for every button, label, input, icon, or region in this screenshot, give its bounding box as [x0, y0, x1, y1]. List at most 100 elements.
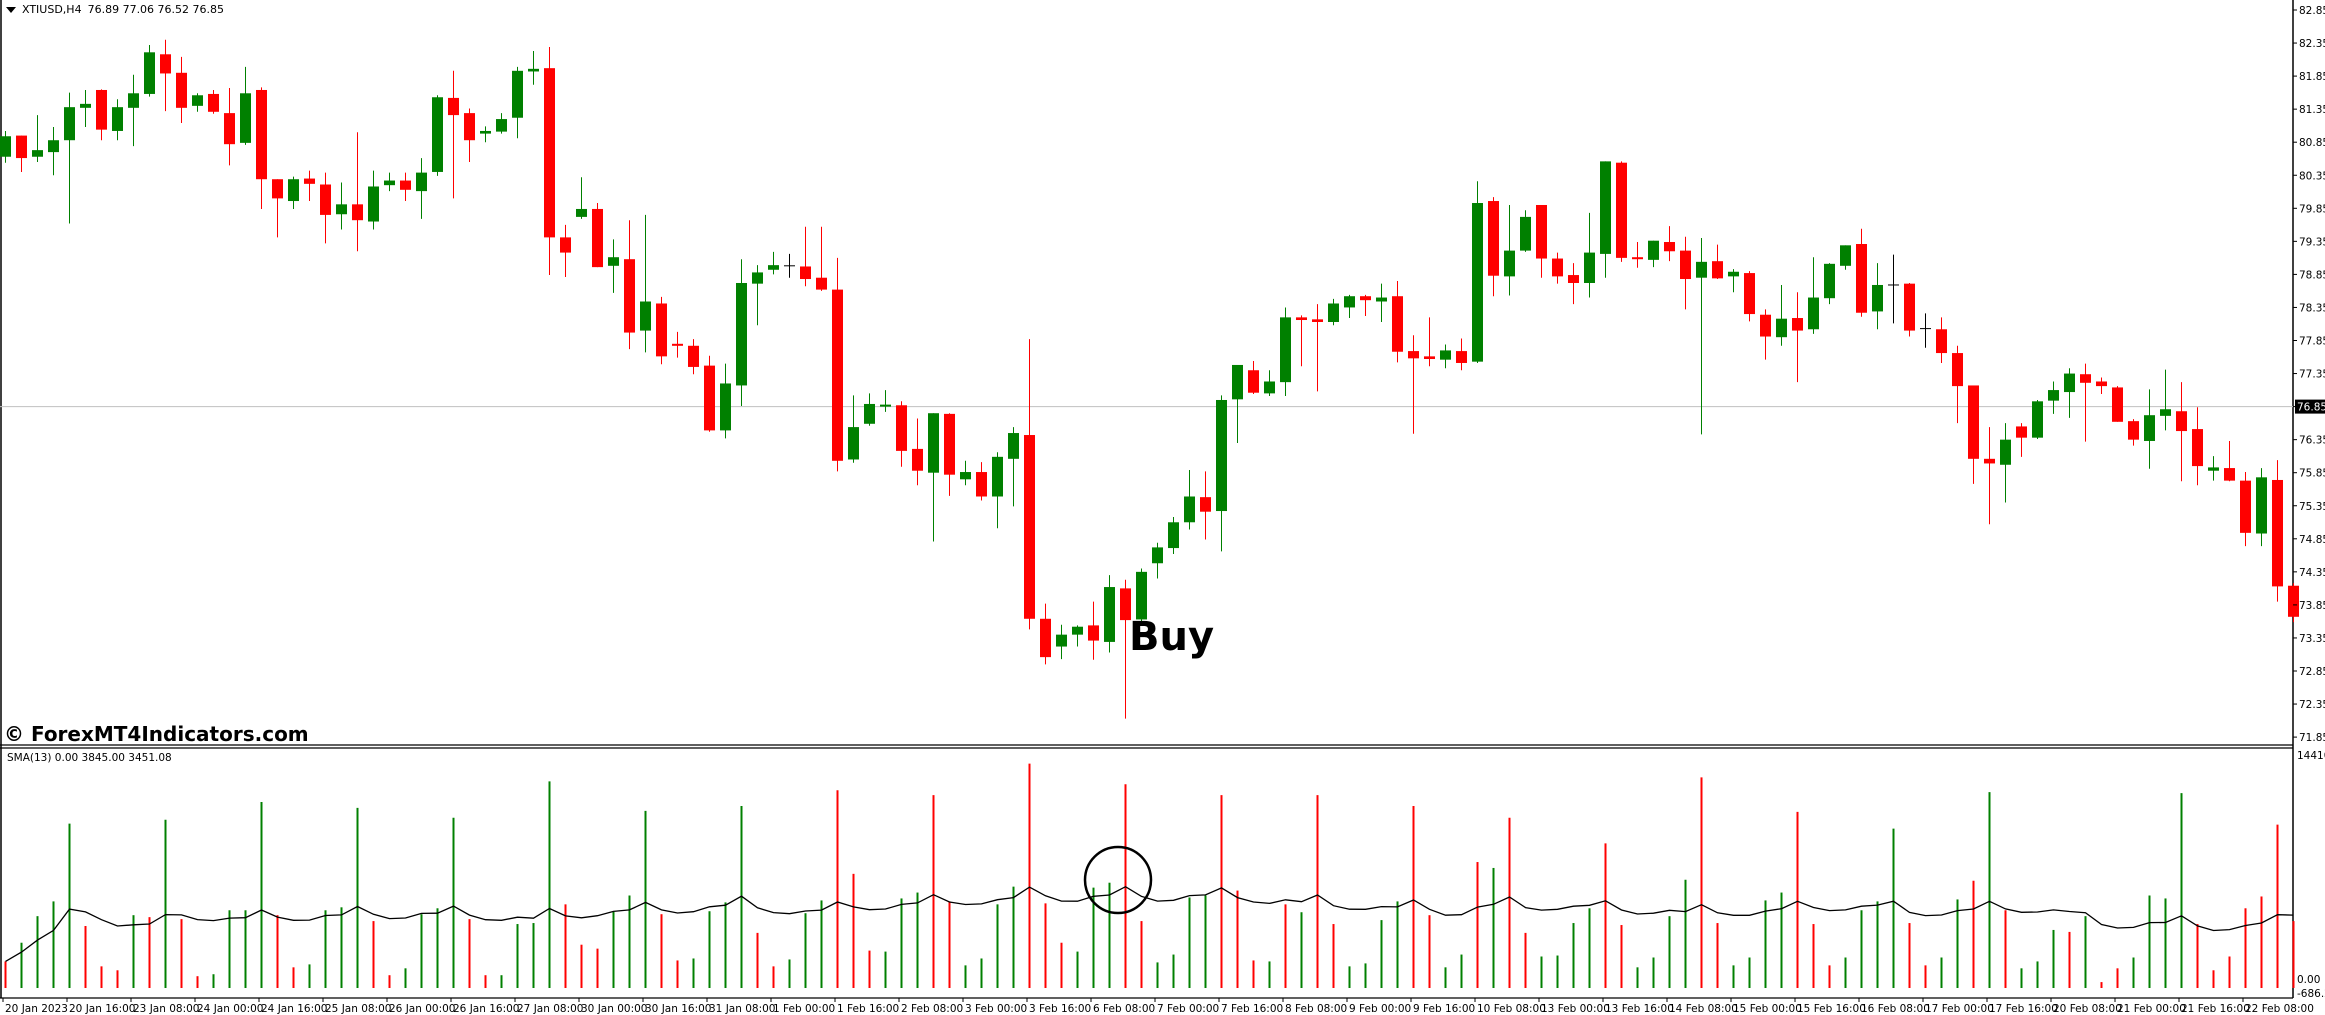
- candle: [1296, 315, 1307, 367]
- candle-body: [1552, 258, 1563, 277]
- time-label: 6 Feb 08:00: [1093, 1003, 1155, 1015]
- candle-body: [1744, 273, 1755, 315]
- candle: [672, 331, 683, 358]
- candle: [832, 257, 843, 472]
- time-label: 13 Feb 00:00: [1541, 1003, 1610, 1015]
- candle: [560, 224, 571, 278]
- candle: [624, 220, 635, 350]
- candle-body: [592, 208, 603, 268]
- candle-body: [1120, 588, 1131, 621]
- candle: [2288, 583, 2299, 623]
- candle: [2032, 399, 2043, 439]
- candle: [1616, 161, 1627, 262]
- candle-body: [16, 135, 27, 159]
- candle: [384, 172, 395, 192]
- candle: [480, 126, 491, 143]
- candle-body: [2048, 390, 2059, 401]
- candle: [1840, 245, 1851, 270]
- time-label: 21 Feb 16:00: [2181, 1003, 2250, 1015]
- candle-body: [144, 52, 155, 94]
- current-price-label: 76.85: [2297, 402, 2325, 414]
- candle-body: [1264, 381, 1275, 394]
- candle: [1040, 603, 1051, 665]
- time-label: 26 Jan 16:00: [453, 1003, 519, 1015]
- candle: [1440, 344, 1451, 369]
- candle-body: [1088, 625, 1099, 641]
- candle-body: [1248, 370, 1259, 393]
- candle-body: [896, 405, 907, 451]
- candle-body: [288, 179, 299, 202]
- candle-body: [992, 456, 1003, 497]
- candle: [1008, 427, 1019, 507]
- candle-body: [480, 130, 491, 134]
- ohlc-values: 76.89 77.06 76.52 76.85: [87, 3, 225, 16]
- candle: [464, 108, 475, 163]
- candle: [1808, 257, 1819, 334]
- time-label: 15 Feb 00:00: [1733, 1003, 1802, 1015]
- candle-body: [272, 179, 283, 199]
- candle: [1552, 252, 1563, 284]
- candle: [864, 393, 875, 426]
- price-label: 72.35: [2299, 699, 2325, 711]
- candle: [1264, 370, 1275, 397]
- candle-body: [400, 180, 411, 190]
- candle-body: [1216, 399, 1227, 512]
- candle-body: [304, 178, 315, 184]
- candle: [704, 355, 715, 432]
- candle: [2224, 440, 2235, 482]
- candle: [656, 296, 667, 365]
- candle-body: [464, 113, 475, 141]
- chart-frame: [0, 0, 2294, 999]
- candle: [240, 66, 251, 145]
- indicator-label: SMA(13) 0.00 3845.00 3451.08: [7, 752, 172, 764]
- price-label: 82.35: [2299, 38, 2325, 50]
- price-label: 71.85: [2299, 732, 2325, 744]
- candle: [1152, 542, 1163, 579]
- time-label: 24 Jan 16:00: [261, 1003, 327, 1015]
- candle-body: [1344, 296, 1355, 308]
- candle-body: [1536, 204, 1547, 259]
- candle-body: [2176, 411, 2187, 432]
- candle-body: [960, 472, 971, 480]
- candle-body: [2080, 374, 2091, 383]
- candle-body: [1424, 356, 1435, 360]
- candle-body: [1872, 284, 1883, 312]
- time-label: 17 Feb 00:00: [1925, 1003, 1994, 1015]
- candle-body: [560, 237, 571, 253]
- candle: [752, 265, 763, 326]
- candle: [2048, 381, 2059, 414]
- price-label: 75.85: [2299, 468, 2325, 480]
- time-label: 30 Jan 16:00: [645, 1003, 711, 1015]
- candle-body: [1136, 571, 1147, 620]
- candle: [1824, 263, 1835, 305]
- price-label: 74.35: [2299, 567, 2325, 579]
- candle-body: [2144, 415, 2155, 441]
- candle-body: [1936, 329, 1947, 354]
- candle-body: [1584, 252, 1595, 283]
- candle-body: [1440, 350, 1451, 360]
- price-axis[interactable]: 82.85 82.35 81.85 81.35 80.85 80.35 79.85 79.35…: [2293, 5, 2325, 744]
- candle: [1504, 204, 1515, 296]
- candle: [2272, 460, 2283, 602]
- candle: [1168, 516, 1179, 555]
- time-label: 3 Feb 00:00: [965, 1003, 1027, 1015]
- price-label: 76.35: [2299, 435, 2325, 447]
- price-label: 78.35: [2299, 302, 2325, 314]
- dropdown-triangle-icon[interactable]: [6, 6, 16, 13]
- candle: [224, 87, 235, 166]
- candle-body: [1520, 216, 1531, 251]
- time-label: 27 Jan 08:00: [517, 1003, 583, 1015]
- candle: [32, 115, 43, 163]
- candle-body: [2240, 480, 2251, 533]
- candle-body: [1408, 351, 1419, 359]
- candle: [288, 176, 299, 209]
- candle-body: [160, 54, 171, 74]
- candle: [784, 253, 795, 278]
- candle: [1936, 317, 1947, 363]
- candle-body: [1808, 297, 1819, 330]
- candle: [1696, 238, 1707, 435]
- time-label: 17 Feb 16:00: [1989, 1003, 2058, 1015]
- candle-body: [1776, 318, 1787, 338]
